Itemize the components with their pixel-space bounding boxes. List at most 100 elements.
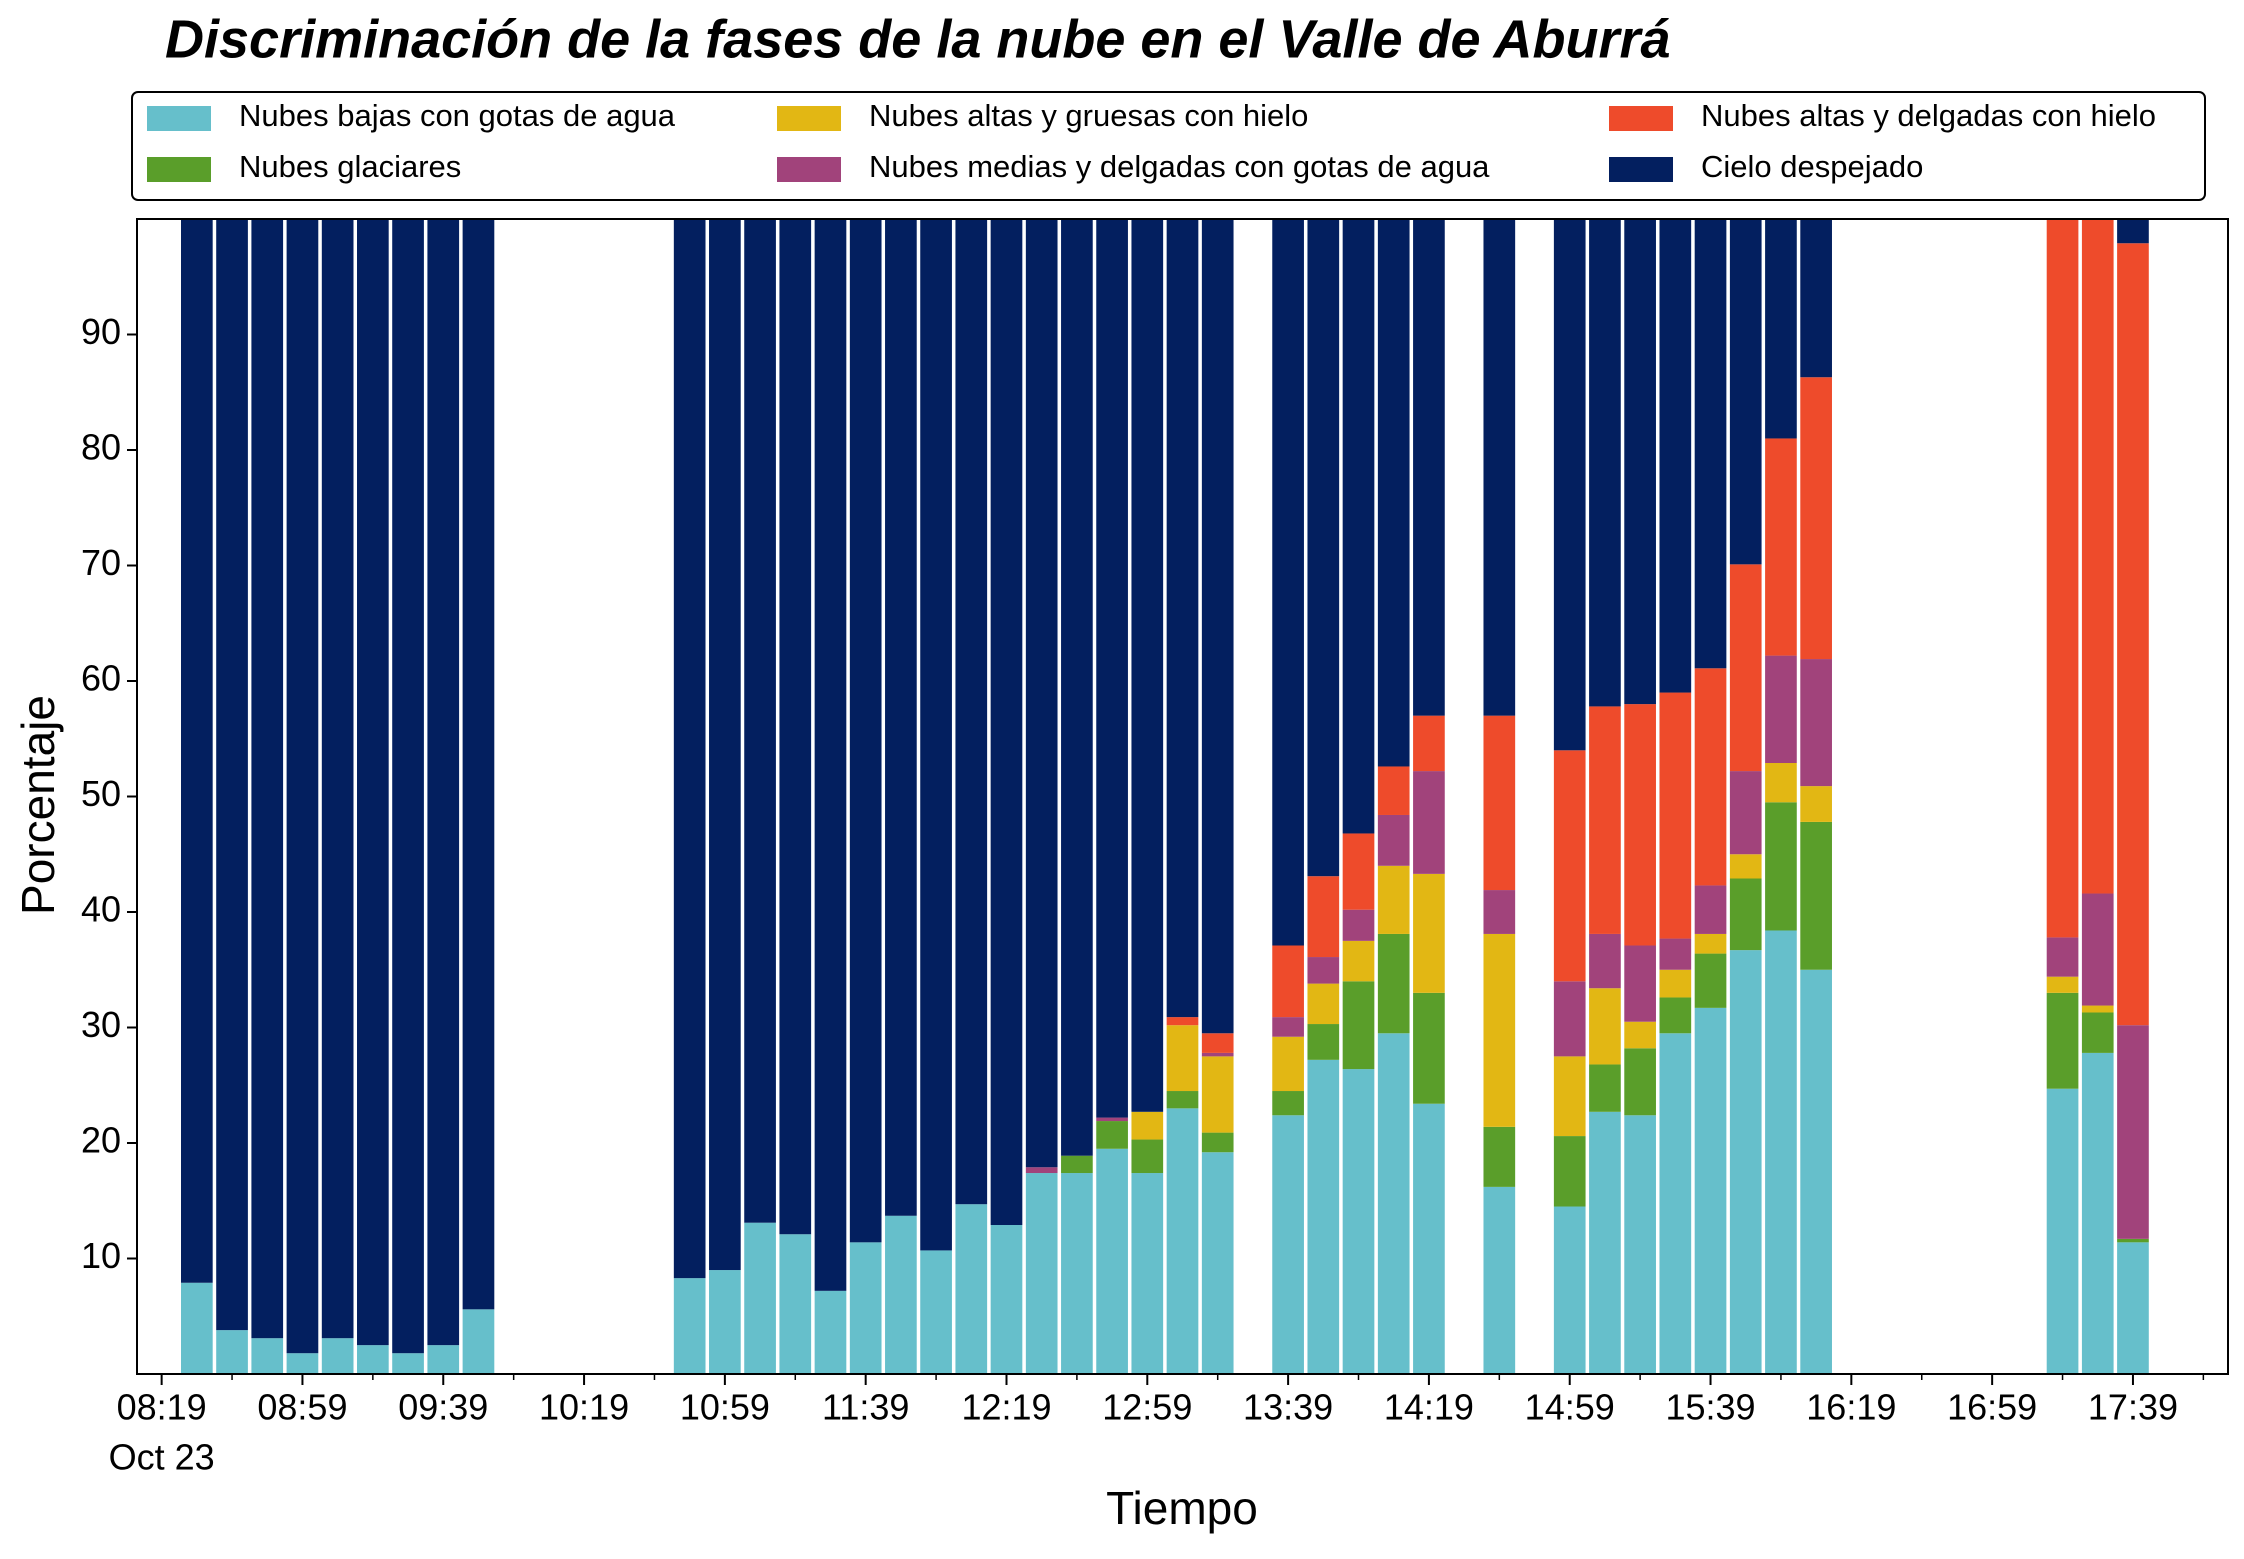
x-tick-label: 17:39 xyxy=(2088,1387,2178,1428)
bar-segment xyxy=(2046,1088,2079,1374)
bar-segment xyxy=(1307,219,1340,877)
bar-segment xyxy=(1624,945,1656,1022)
bar-segment xyxy=(1694,219,1727,669)
bar-segment xyxy=(779,1234,812,1374)
bar-segment xyxy=(1131,1111,1164,1140)
bar-segment xyxy=(462,1309,495,1374)
bar-segment xyxy=(1589,1111,1621,1374)
legend-swatch xyxy=(147,157,211,182)
bar-segment xyxy=(1483,715,1516,891)
bar-segment xyxy=(2117,1238,2149,1243)
bar-segment xyxy=(1307,983,1340,1025)
bar-segment xyxy=(286,219,319,1354)
legend-label: Nubes bajas con gotas de agua xyxy=(239,98,676,133)
bar-segment xyxy=(1589,933,1621,989)
x-tick-label: 09:39 xyxy=(398,1387,488,1428)
bar-segment xyxy=(814,1290,847,1374)
bar-segment xyxy=(1589,706,1621,934)
legend-swatch xyxy=(777,157,841,182)
bar-segment xyxy=(321,219,354,1339)
bar-segment xyxy=(2046,937,2079,977)
bar-segment xyxy=(1765,930,1797,1374)
bar-segment xyxy=(885,219,917,1216)
x-tick-label: 11:39 xyxy=(822,1387,909,1428)
bar-segment xyxy=(1061,219,1093,1156)
bar-segment xyxy=(1553,1206,1586,1374)
x-tick-label: 10:19 xyxy=(539,1387,629,1428)
bar-segment xyxy=(1729,219,1762,565)
bar-segment xyxy=(1342,1069,1375,1374)
chart-title: Discriminación de la fases de la nube en… xyxy=(165,9,1671,69)
x-date-label: Oct 23 xyxy=(109,1437,215,1478)
bar-segment xyxy=(1342,909,1375,941)
bar-segment xyxy=(1307,957,1340,984)
bar-segment xyxy=(1483,1126,1516,1187)
x-tick-label: 16:19 xyxy=(1806,1387,1896,1428)
bar-segment xyxy=(1166,1108,1199,1374)
bar-segment xyxy=(1025,1173,1058,1374)
x-tick-label: 13:39 xyxy=(1243,1387,1333,1428)
bar-segment xyxy=(1589,219,1621,707)
y-tick-label: 40 xyxy=(81,889,121,930)
bar-segment xyxy=(1800,821,1832,970)
bar-segment xyxy=(1307,1059,1340,1374)
bar-segment xyxy=(1800,969,1832,1374)
bar-segment xyxy=(2117,219,2149,244)
bar-segment xyxy=(1483,219,1516,716)
bar-segment xyxy=(1272,945,1304,1018)
bar-segment xyxy=(1061,1173,1093,1374)
bar-segment xyxy=(1659,938,1692,970)
x-tick-label: 16:59 xyxy=(1947,1387,2037,1428)
bar-segment xyxy=(1131,219,1164,1112)
bar-segment xyxy=(1553,1136,1586,1207)
bar-segment xyxy=(181,219,213,1283)
bar-segment xyxy=(849,1242,882,1374)
bar-segment xyxy=(1483,1186,1516,1374)
bar-segment xyxy=(1659,219,1692,693)
bar-segment xyxy=(1589,1064,1621,1112)
bar-segment xyxy=(427,219,460,1346)
bar-segment xyxy=(1061,1155,1093,1174)
bar-segment xyxy=(2081,1052,2114,1374)
bar-segment xyxy=(1765,655,1797,764)
bar-segment xyxy=(920,219,952,1251)
bar-segment xyxy=(1729,564,1762,772)
bar-segment xyxy=(1800,659,1832,787)
bar-segment xyxy=(1624,1115,1656,1374)
bar-segment xyxy=(955,1204,988,1374)
bar-segment xyxy=(1659,997,1692,1034)
legend-label: Nubes medias y delgadas con gotas de agu… xyxy=(869,149,1490,184)
y-axis-label: Porcentaje xyxy=(12,695,64,915)
bar-segment xyxy=(1659,1033,1692,1374)
bar-segment xyxy=(1131,1173,1164,1374)
bar-segment xyxy=(1624,704,1656,946)
bar-segment xyxy=(1096,1148,1128,1374)
bar-segment xyxy=(462,219,495,1310)
bar-segment xyxy=(1765,802,1797,931)
bar-segment xyxy=(1694,668,1727,886)
bar-segment xyxy=(2046,219,2079,938)
bar-segment xyxy=(1624,1021,1656,1049)
legend-box xyxy=(131,91,2206,201)
bar-segment xyxy=(2081,219,2114,894)
bar-segment xyxy=(1729,771,1762,855)
bar-segment xyxy=(2046,976,2079,993)
legend-label: Nubes glaciares xyxy=(239,149,461,184)
bar-segment xyxy=(1483,933,1516,1127)
legend-label: Nubes altas y gruesas con hielo xyxy=(869,98,1308,133)
bar-segment xyxy=(1413,771,1445,874)
bar-segment xyxy=(1377,814,1410,866)
bar-segment xyxy=(1342,219,1375,834)
bar-segment xyxy=(1272,219,1304,946)
bar-segment xyxy=(1765,763,1797,803)
bar-segment xyxy=(1166,1025,1199,1092)
bar-segment xyxy=(990,1225,1023,1374)
x-tick-label: 14:59 xyxy=(1525,1387,1615,1428)
bar-segment xyxy=(1201,1056,1234,1133)
bar-segment xyxy=(1659,969,1692,998)
bar-segment xyxy=(1413,715,1445,772)
x-tick-label: 12:59 xyxy=(1102,1387,1192,1428)
bar-segment xyxy=(216,1330,248,1374)
bar-segment xyxy=(1589,988,1621,1065)
legend-swatch xyxy=(1609,106,1673,131)
